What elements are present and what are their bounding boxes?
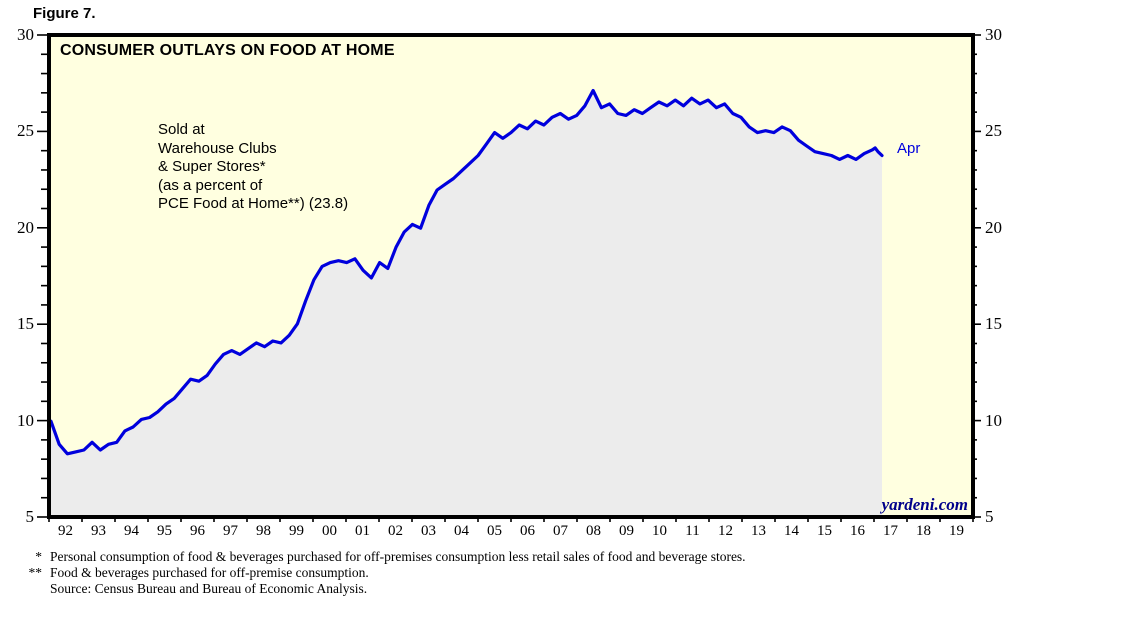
x-axis-year-label: 00 [322,523,337,539]
figure-number-label: Figure 7. [33,5,96,22]
x-axis-year-label: 98 [256,523,271,539]
footnote-marker: * [35,549,42,564]
x-axis-year-label: 99 [289,523,304,539]
x-axis-year-label: 14 [784,523,799,539]
footnote: ** Food & beverages purchased for off-pr… [0,565,1138,581]
x-axis-year-label: 18 [916,523,931,539]
x-axis-year-label: 93 [91,523,106,539]
x-axis-year-label: 97 [223,523,238,539]
annotation-line: Warehouse Clubs [158,139,277,157]
x-axis-year-label: 05 [487,523,502,539]
y-axis-label-left: 10 [17,410,34,430]
x-axis-year-label: 92 [58,523,73,539]
x-axis-year-label: 08 [586,523,601,539]
data-line [51,88,884,456]
x-axis-year-label: 04 [454,523,469,539]
y-axis-label-left: 15 [17,314,34,334]
y-axis-label-right: 25 [985,121,1002,141]
y-axis-label-right: 20 [985,217,1002,237]
x-axis-year-label: 02 [388,523,403,539]
x-axis-year-label: 17 [883,523,898,539]
x-axis-year-label: 96 [190,523,205,539]
annotation-line: & Super Stores* [158,158,266,175]
plot-area: CONSUMER OUTLAYS ON FOOD AT HOME Sold at… [47,33,975,519]
x-axis-year-label: 10 [652,523,667,539]
y-axis-label-left: 20 [17,217,34,237]
footnote: * Personal consumption of food & beverag… [0,549,1138,565]
x-axis-year-label: 15 [817,523,832,539]
x-axis-year-label: 01 [355,523,370,539]
y-axis-label-left: 5 [25,507,35,526]
series-annotation: Sold at Warehouse Clubs & Super Stores* … [158,121,348,214]
x-axis-year-label: 09 [619,523,634,539]
latest-point-label: Apr [897,140,921,157]
annotation-line: PCE Food at Home**) (23.8) [158,195,349,212]
footnote: Source: Census Bureau and Bureau of Econ… [0,581,1138,597]
x-axis-year-label: 07 [553,523,568,539]
y-axis-label-right: 15 [985,314,1002,334]
y-axis-label-right: 5 [985,507,994,526]
x-axis-year-label: 95 [157,523,172,539]
annotation-line: Sold at [158,121,205,138]
x-axis-year-label: 11 [685,523,700,539]
y-axis-label-left: 30 [17,25,34,44]
footnote-text: Source: Census Bureau and Bureau of Econ… [50,581,368,596]
x-axis-year-label: 06 [520,523,535,539]
x-axis-year-label: 19 [949,523,964,539]
chart-title: CONSUMER OUTLAYS ON FOOD AT HOME [60,42,395,59]
x-axis-year-label: 12 [718,523,733,539]
watermark-text: yardeni.com [881,495,968,514]
footnotes: * Personal consumption of food & beverag… [0,549,1138,597]
line-chart-canvas [51,88,884,515]
footnote-marker: ** [28,565,43,580]
footnote-text: Food & beverages purchased for off-premi… [50,565,369,580]
x-axis-year-label: 03 [421,523,436,539]
y-axis-label-right: 10 [985,410,1002,430]
footnote-text: Personal consumption of food & beverages… [50,549,746,564]
x-axis-year-label: 94 [124,523,139,539]
annotation-line: (as a percent of [158,176,263,194]
area-under-line [51,90,882,515]
y-axis-label-right: 30 [985,25,1002,44]
y-axis-label-left: 25 [17,121,34,141]
x-axis-year-label: 13 [751,523,766,539]
x-axis-year-label: 16 [850,523,865,539]
